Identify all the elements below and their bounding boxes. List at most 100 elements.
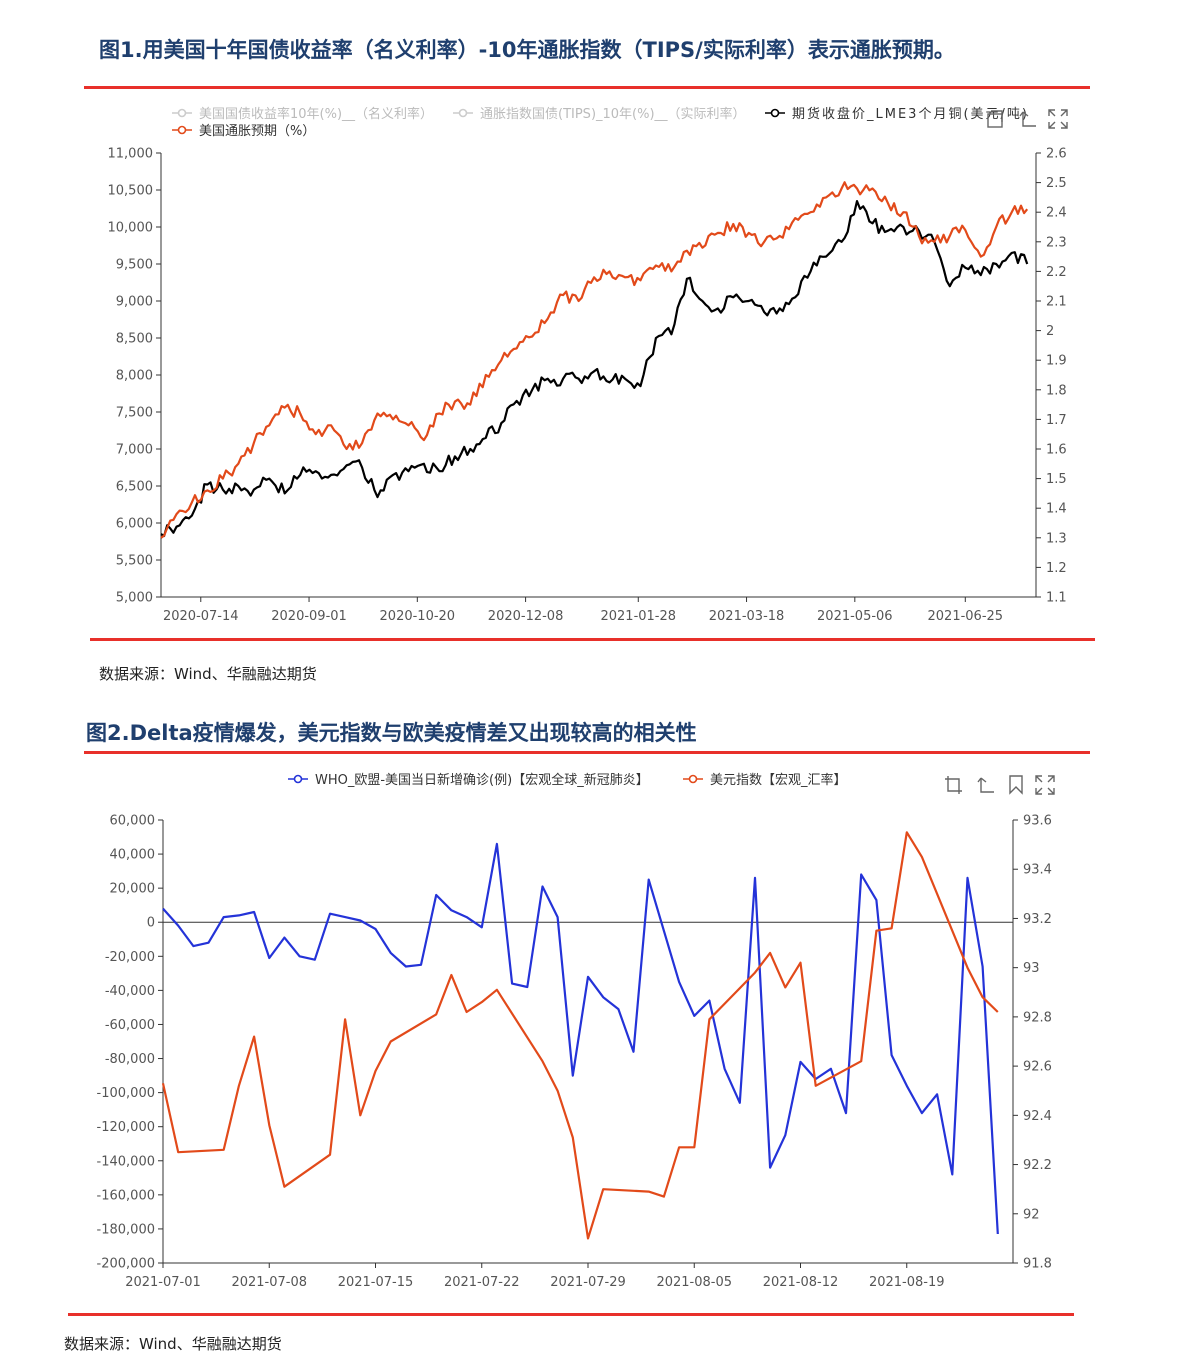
restore-icon[interactable] xyxy=(1019,111,1036,127)
y-right-tick-label: 2.4 xyxy=(1046,206,1067,221)
y-right-tick-label: 2.2 xyxy=(1046,265,1067,280)
y-right-tick-label: 1.6 xyxy=(1046,443,1067,458)
legend-swatch-dot xyxy=(458,108,468,118)
legend-item-label[interactable]: 美元指数【宏观_汇率】 xyxy=(710,772,847,788)
legend-item-label[interactable]: 通胀指数国债(TIPS)_10年(%)__（实际利率） xyxy=(480,106,746,122)
y-left-tick-label: 7,500 xyxy=(116,406,153,421)
y-left-tick-label: -140,000 xyxy=(97,1154,155,1169)
y-left-tick-label: 20,000 xyxy=(110,882,156,897)
legend-swatch-dot xyxy=(688,774,698,784)
y-right-tick-label: 93 xyxy=(1023,961,1040,976)
x-tick-label: 2021-07-29 xyxy=(550,1275,626,1290)
y-left-tick-label: 11,000 xyxy=(108,147,154,162)
y-left-tick-label: -40,000 xyxy=(105,984,155,999)
x-tick-label: 2020-09-01 xyxy=(271,609,347,624)
y-left-tick-label: 6,500 xyxy=(116,480,153,495)
zoom-icon[interactable] xyxy=(945,776,962,794)
x-tick-label: 2020-07-14 xyxy=(163,609,239,624)
y-right-tick-label: 93.4 xyxy=(1023,863,1052,878)
y-left-tick-label: 8,000 xyxy=(116,369,153,384)
legend-swatch-dot xyxy=(770,108,780,118)
figure1-chart: 美国国债收益率10年(%)__（名义利率） 通胀指数国债(TIPS)_10年(%)… xyxy=(108,106,1068,625)
figure1-toolbar xyxy=(987,109,1068,129)
legend-item-label[interactable]: 美国通胀预期（%） xyxy=(199,124,315,139)
y-left-tick-label: 0 xyxy=(147,916,155,931)
y-right-tick-label: 93.2 xyxy=(1023,912,1052,927)
y-right-tick-label: 1.7 xyxy=(1046,413,1067,428)
y-right-tick-label: 1.2 xyxy=(1046,561,1067,576)
x-tick-label: 2021-01-28 xyxy=(600,609,676,624)
y-right-tick-label: 92.8 xyxy=(1023,1010,1052,1025)
y-left-tick-label: -100,000 xyxy=(97,1086,155,1101)
data-view-icon[interactable] xyxy=(987,110,1003,128)
legend-item-label[interactable]: 美国国债收益率10年(%)__（名义利率） xyxy=(199,106,433,122)
y-left-tick-label: -180,000 xyxy=(97,1222,155,1237)
bookmark-icon[interactable] xyxy=(1009,775,1023,795)
series-line-0[interactable] xyxy=(162,842,999,1235)
x-tick-label: 2021-03-18 xyxy=(709,609,785,624)
y-left-tick-label: 10,000 xyxy=(108,221,154,236)
x-tick-label: 2021-06-25 xyxy=(928,609,1004,624)
y-left-tick-label: 10,500 xyxy=(108,184,154,199)
series-line-0[interactable] xyxy=(160,200,1029,538)
series-line-1[interactable] xyxy=(160,181,1029,539)
figure2-source: 数据来源：Wind、华融融达期货 xyxy=(64,1335,282,1353)
figure1-bottom-rule xyxy=(90,638,1095,641)
x-tick-label: 2020-10-20 xyxy=(380,609,456,624)
restore-icon[interactable] xyxy=(977,777,994,793)
legend-swatch-dot xyxy=(177,125,187,135)
y-right-tick-label: 1.1 xyxy=(1046,591,1067,606)
legend-swatch-dot xyxy=(293,774,303,784)
y-left-tick-label: -160,000 xyxy=(97,1188,155,1203)
x-tick-label: 2021-05-06 xyxy=(817,609,893,624)
legend-swatch-dot xyxy=(177,108,187,118)
x-tick-label: 2020-12-08 xyxy=(488,609,564,624)
y-left-tick-label: 60,000 xyxy=(110,814,156,829)
y-right-tick-label: 92.4 xyxy=(1023,1109,1052,1124)
figure1-axes: 5,000 5,500 6,000 6,500 7,000 7,500 8,000 8,500… xyxy=(108,147,1067,625)
y-right-tick-label: 92 xyxy=(1023,1207,1040,1222)
y-left-tick-label: -120,000 xyxy=(97,1120,155,1135)
y-right-tick-label: 1.8 xyxy=(1046,383,1067,398)
figure2-bottom-rule xyxy=(68,1313,1074,1316)
figure2-top-rule xyxy=(84,751,1090,754)
figure2-legend: WHO_欧盟-美国当日新增确诊(例)【宏观全球_新冠肺炎】 美元指数【宏观_汇率】 xyxy=(288,772,847,788)
fullscreen-icon[interactable] xyxy=(1048,109,1068,129)
y-right-tick-label: 2.3 xyxy=(1046,235,1067,250)
figure2-axes: -200,000 -180,000 -160,000 -140,000 -120,000… xyxy=(97,814,1052,1291)
x-tick-label: 2021-08-12 xyxy=(763,1275,839,1290)
y-right-tick-label: 93.6 xyxy=(1023,814,1052,829)
x-tick-label: 2021-08-05 xyxy=(656,1275,732,1290)
y-left-tick-label: 5,500 xyxy=(116,554,153,569)
y-left-tick-label: 7,000 xyxy=(116,443,153,458)
y-left-tick-label: -200,000 xyxy=(97,1257,155,1272)
figure2-chart: WHO_欧盟-美国当日新增确诊(例)【宏观全球_新冠肺炎】 美元指数【宏观_汇率】… xyxy=(97,772,1055,1291)
y-left-tick-label: 9,500 xyxy=(116,258,153,273)
y-left-tick-label: 5,000 xyxy=(116,591,153,606)
x-tick-label: 2021-07-15 xyxy=(338,1275,414,1290)
x-tick-label: 2021-08-19 xyxy=(869,1275,945,1290)
y-left-tick-label: -60,000 xyxy=(105,1018,155,1033)
y-right-tick-label: 1.9 xyxy=(1046,354,1067,369)
y-left-tick-label: 40,000 xyxy=(110,848,156,863)
x-tick-label: 2021-07-08 xyxy=(231,1275,307,1290)
fullscreen-icon[interactable] xyxy=(1035,775,1055,795)
y-left-tick-label: 9,000 xyxy=(116,295,153,310)
x-tick-label: 2021-07-01 xyxy=(125,1275,201,1290)
series-line-1[interactable] xyxy=(161,831,999,1240)
y-right-tick-label: 2.6 xyxy=(1046,147,1067,162)
y-left-tick-label: 8,500 xyxy=(116,332,153,347)
legend-item-label[interactable]: WHO_欧盟-美国当日新增确诊(例)【宏观全球_新冠肺炎】 xyxy=(315,772,649,788)
y-left-tick-label: -80,000 xyxy=(105,1052,155,1067)
figure2-title: 图2.Delta疫情爆发，美元指数与欧美疫情差又出现较高的相关性 xyxy=(86,721,697,745)
y-left-tick-label: 6,000 xyxy=(116,517,153,532)
figure1-title: 图1.用美国十年国债收益率（名义利率）-10年通胀指数（TIPS/实际利率）表示… xyxy=(99,38,955,62)
y-right-tick-label: 92.6 xyxy=(1023,1060,1052,1075)
figure1-series xyxy=(160,181,1029,539)
y-left-tick-label: -20,000 xyxy=(105,950,155,965)
y-right-tick-label: 91.8 xyxy=(1023,1257,1052,1272)
figure2-toolbar xyxy=(945,775,1055,795)
y-right-tick-label: 1.4 xyxy=(1046,502,1067,517)
y-right-tick-label: 1.5 xyxy=(1046,472,1067,487)
figure1-legend: 美国国债收益率10年(%)__（名义利率） 通胀指数国债(TIPS)_10年(%)… xyxy=(172,106,1027,139)
